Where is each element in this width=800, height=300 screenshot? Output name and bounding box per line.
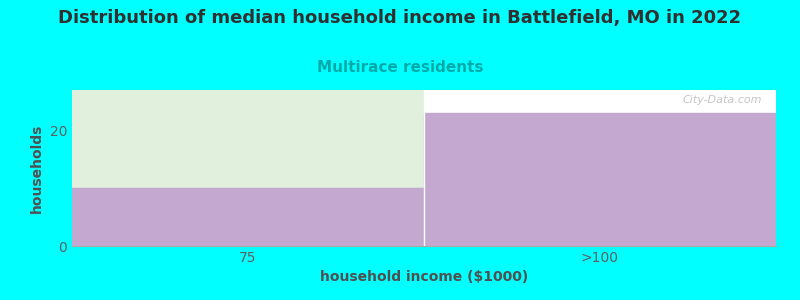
Bar bbox=[72, 188, 424, 246]
Text: Distribution of median household income in Battlefield, MO in 2022: Distribution of median household income … bbox=[58, 9, 742, 27]
Y-axis label: households: households bbox=[30, 123, 44, 213]
Bar bbox=[424, 113, 776, 246]
Text: Multirace residents: Multirace residents bbox=[317, 60, 483, 75]
X-axis label: household income ($1000): household income ($1000) bbox=[320, 270, 528, 284]
Text: City-Data.com: City-Data.com bbox=[682, 95, 762, 105]
Bar bbox=[72, 90, 424, 246]
